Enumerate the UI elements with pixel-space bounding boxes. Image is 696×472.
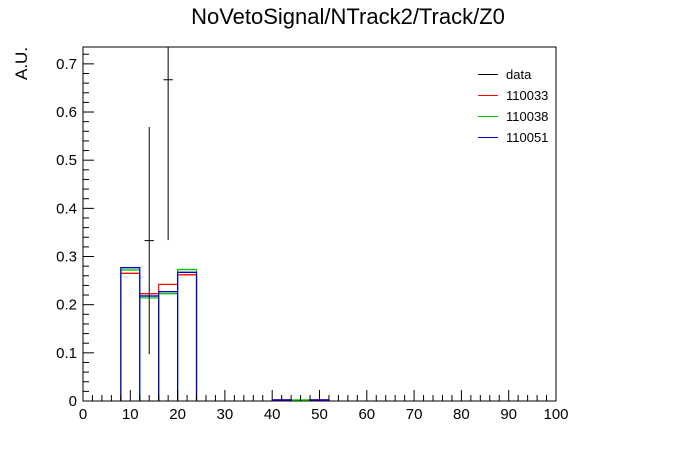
data-point — [144, 126, 154, 355]
x-tick-label: 30 — [217, 406, 234, 423]
x-tick-label: 20 — [169, 406, 186, 423]
chart-title: NoVetoSignal/NTrack2/Track/Z0 — [191, 4, 505, 29]
legend-label: 110051 — [506, 130, 549, 145]
legend-label: data — [506, 67, 532, 82]
legend-item-110051: 110051 — [470, 127, 566, 148]
y-tick-label: 0.6 — [56, 104, 77, 121]
x-tick-label: 60 — [358, 406, 375, 423]
legend-item-110038: 110038 — [470, 106, 566, 127]
x-tick-label: 80 — [453, 406, 470, 423]
legend-swatch-110051 — [478, 137, 498, 138]
y-tick-label: 0 — [69, 393, 77, 410]
axes: 0 10 20 30 40 50 60 70 80 90 100 0 0.1 0.2 0.3 0.4 0.5 0.… — [56, 53, 569, 423]
legend-label: 110033 — [506, 88, 549, 103]
y-tick-label: 0.1 — [56, 345, 77, 362]
y-tick-label: 0.4 — [56, 200, 77, 217]
legend-swatch-110033 — [478, 95, 498, 96]
x-tick-label: 40 — [264, 406, 281, 423]
y-tick-label: 0.3 — [56, 249, 77, 266]
legend-item-110033: 110033 — [470, 85, 566, 106]
x-tick-label: 70 — [406, 406, 423, 423]
series-110033 — [120, 272, 330, 401]
x-tick-label: 10 — [122, 406, 139, 423]
y-tick-label: 0.2 — [56, 297, 77, 314]
legend-label: 110038 — [506, 109, 549, 124]
x-tick-label: 90 — [500, 406, 517, 423]
data-point — [163, 47, 173, 241]
series-110051 — [120, 266, 330, 401]
y-tick-label: 0.5 — [56, 152, 77, 169]
histograms — [120, 47, 330, 401]
legend-swatch-data — [478, 74, 498, 75]
legend-item-data: data — [470, 64, 566, 85]
y-tick-label: 0.7 — [56, 56, 77, 73]
legend-swatch-110038 — [478, 116, 498, 117]
x-tick-label: 0 — [79, 406, 87, 423]
x-tick-label: 100 — [543, 406, 568, 423]
x-tick-label: 50 — [311, 406, 328, 423]
legend: data 110033 110038 110051 — [470, 64, 566, 148]
